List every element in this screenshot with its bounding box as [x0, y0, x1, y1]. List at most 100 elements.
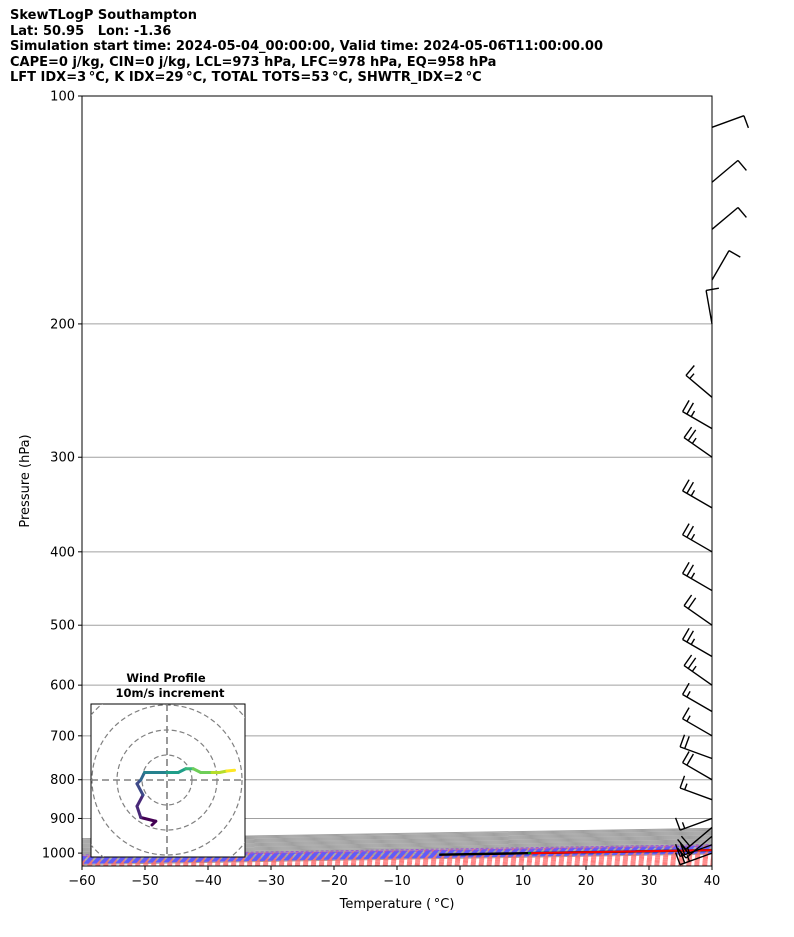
x-tick-label: −10 — [383, 874, 410, 889]
hodograph-segment — [225, 768, 236, 773]
x-tick-label: 10 — [515, 874, 532, 889]
y-tick-label: 800 — [50, 773, 75, 788]
wind-barb-flag — [686, 481, 695, 494]
wind-barb-flag — [737, 159, 747, 171]
wind-barb — [711, 206, 747, 230]
wind-barb-flag — [686, 630, 695, 643]
y-tick-label: 600 — [50, 679, 75, 694]
wind-barb-flag — [687, 597, 697, 610]
wind-barb-half-flag — [690, 572, 696, 579]
wind-barb — [711, 115, 750, 129]
x-tick-label: 20 — [578, 874, 595, 889]
header-title: SkewTLogP Southampton — [10, 8, 197, 23]
wind-barb-flag — [686, 402, 695, 415]
wind-barb-flag — [683, 426, 693, 439]
hodograph-subtitle: 10m/s increment — [116, 686, 225, 700]
wind-barb — [679, 734, 713, 760]
wind-barb-staff — [711, 159, 739, 183]
wind-barb-half-flag — [689, 373, 695, 380]
wind-barb-flag — [681, 479, 690, 492]
y-tick-label: 500 — [50, 619, 75, 634]
wind-barb — [711, 159, 747, 183]
x-axis-title: Temperature ( °C) — [339, 897, 455, 912]
dry-adiabat — [654, 79, 794, 869]
y-tick-label: 1000 — [42, 847, 75, 862]
chart-header: SkewTLogP Southampton Lat: 50.95 Lon: -1.… — [10, 8, 603, 86]
wind-barb-staff — [679, 787, 713, 801]
dry-adiabat — [426, 861, 712, 866]
wind-barb-flag — [681, 627, 690, 640]
wind-barb-flag — [686, 564, 695, 577]
wind-barb — [681, 682, 713, 713]
wind-barb — [681, 627, 713, 658]
wind-barb-flag — [674, 817, 681, 831]
wind-barb-half-flag — [686, 690, 691, 698]
wind-barb-flag — [683, 654, 693, 667]
x-tick-label: −40 — [194, 874, 221, 889]
hodograph-segment — [135, 793, 145, 808]
x-tick-label: −20 — [320, 874, 347, 889]
wind-barb-half-flag — [686, 715, 691, 722]
wind-barb-half-flag — [690, 489, 696, 497]
wind-barb — [683, 594, 713, 626]
dry-adiabat — [490, 862, 712, 866]
hodograph-inset: Wind Profile 10m/s increment — [90, 671, 246, 858]
wind-barb-half-flag — [690, 533, 696, 541]
wind-barb-flag — [679, 775, 686, 789]
header-location: Lat: 50.95 Lon: -1.36 — [10, 23, 172, 39]
wind-barb-staff — [679, 817, 713, 831]
dry-adiabat — [363, 860, 712, 866]
temperature-profile-line — [531, 849, 712, 855]
wind-barb-staff — [711, 250, 730, 281]
y-tick-label: 100 — [50, 90, 75, 105]
wind-barb-flag — [681, 682, 690, 695]
wind-barb — [683, 654, 713, 686]
wind-barb-flag — [705, 287, 720, 292]
wind-barb-staff — [679, 746, 713, 760]
hodograph-segment — [139, 816, 158, 823]
dry-adiabat — [782, 79, 794, 869]
wind-barb-flag — [680, 835, 691, 847]
wind-barb — [681, 561, 713, 592]
wind-barb — [681, 751, 713, 781]
wind-barb-staff — [705, 290, 713, 325]
dewpoint-profile-line — [527, 849, 712, 855]
wind-barb-staff — [711, 206, 739, 230]
wind-barb-staff — [711, 115, 745, 128]
y-tick-label: 700 — [50, 729, 75, 744]
wind-barb-flag — [686, 753, 695, 766]
x-tick-label: −30 — [257, 874, 284, 889]
header-times: Simulation start time: 2024-05-04_00:00:… — [10, 39, 603, 54]
header-indices-1: CAPE=0 j/kg, CIN=0 j/kg, LCL=973 hPa, LF… — [10, 54, 497, 70]
x-tick-label: −50 — [131, 874, 158, 889]
x-tick-label: 30 — [641, 874, 658, 889]
wind-barb — [677, 826, 713, 850]
wind-barb-flag — [674, 843, 681, 857]
wind-barb-half-flag — [681, 822, 686, 829]
hodograph-title: Wind Profile — [126, 671, 206, 685]
wind-barb-flag — [728, 249, 741, 258]
wind-barb-flag — [685, 365, 695, 376]
wind-barb — [674, 817, 713, 831]
wind-barb — [681, 707, 713, 737]
wind-barb-half-flag — [684, 783, 688, 790]
x-tick-label: 40 — [704, 874, 721, 889]
wind-barb-staff — [685, 835, 713, 859]
y-tick-label: 900 — [50, 812, 75, 827]
wind-barb-flag — [679, 734, 686, 748]
wind-barb-flag — [677, 838, 687, 850]
cape-cin-shading — [531, 850, 712, 854]
wind-barb-flag — [679, 842, 686, 855]
wind-barb — [681, 523, 713, 553]
y-tick-label: 200 — [50, 317, 75, 332]
dry-adiabat — [554, 863, 712, 866]
wind-barb-flag — [674, 852, 681, 865]
header-indices-2: LFT IDX=3 °C, K IDX=29 °C, TOTAL TOTS=53… — [10, 70, 482, 85]
wind-barb — [683, 426, 713, 458]
wind-barb-half-flag — [691, 665, 697, 672]
y-tick-label: 300 — [50, 451, 75, 466]
dry-adiabat — [681, 865, 712, 866]
hodograph-segment — [135, 782, 145, 797]
y-axis-title: Pressure (hPa) — [18, 434, 33, 527]
